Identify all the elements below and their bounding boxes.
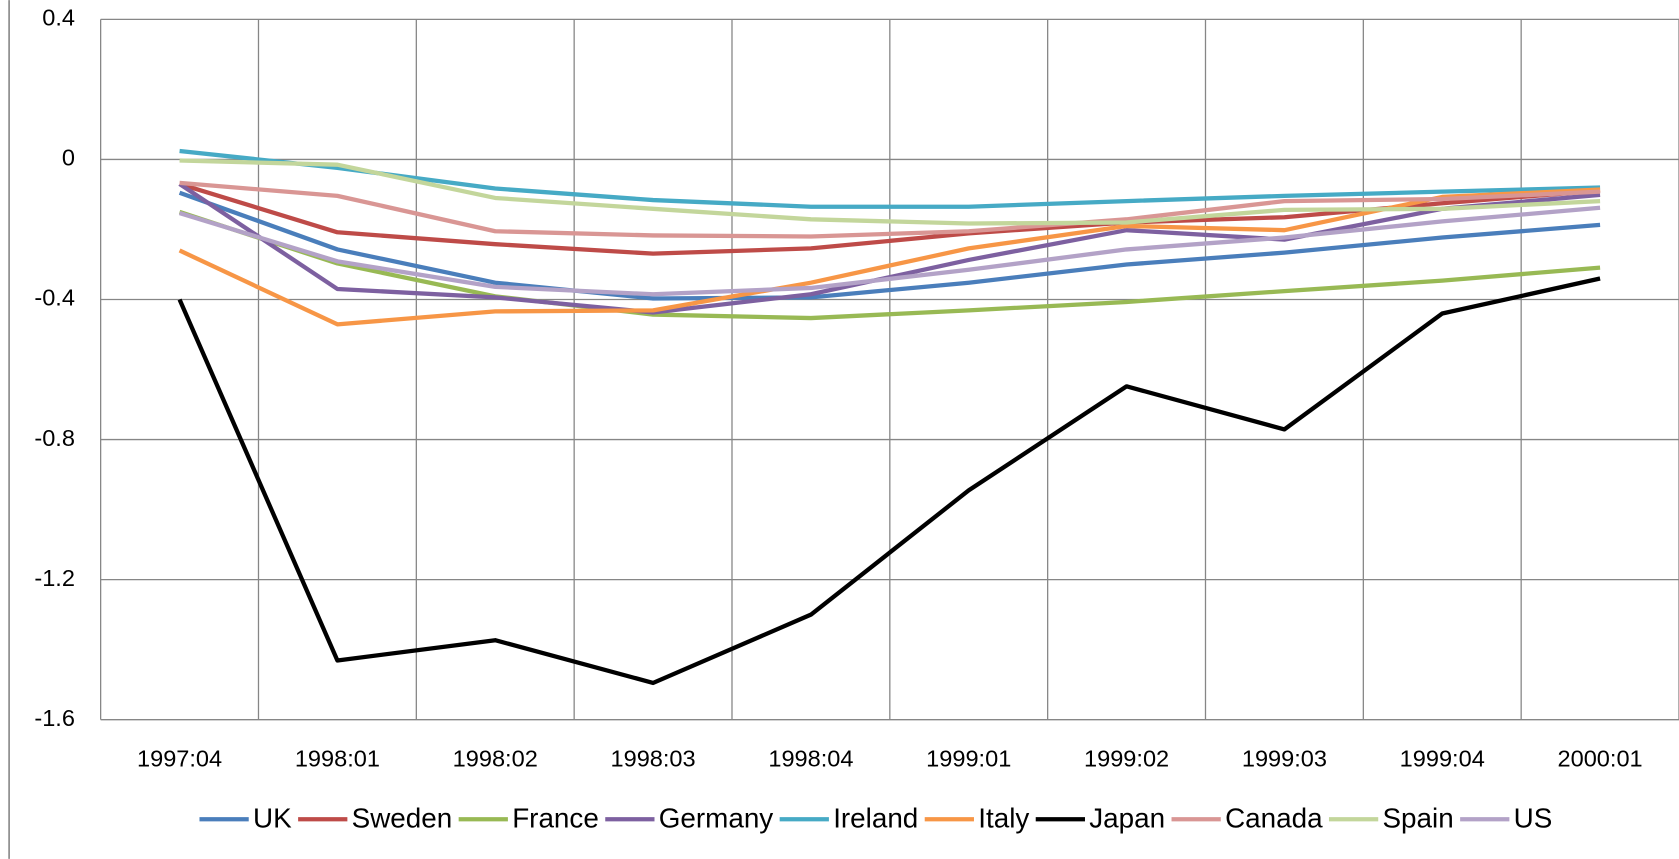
series-line bbox=[178, 205, 1601, 297]
legend-item: Spain bbox=[1328, 803, 1454, 834]
y-tick-label: -1.6 bbox=[34, 705, 75, 731]
legend-label: Spain bbox=[1383, 803, 1454, 834]
series-line bbox=[178, 190, 1601, 301]
legend-label: Japan bbox=[1089, 803, 1165, 834]
legend-item: Italy bbox=[924, 803, 1029, 834]
legend-label: Italy bbox=[978, 803, 1029, 834]
y-tick-label: 0.4 bbox=[42, 5, 75, 31]
legend-item: Ireland bbox=[779, 803, 918, 834]
x-tick-label: 1999:02 bbox=[1084, 746, 1169, 772]
grid: 0.4 0 -0.4 -0.8 -1.2 -1.6 1997:04 1998:01 1998:0… bbox=[34, 5, 1679, 772]
x-tick-label: 1998:04 bbox=[768, 746, 853, 772]
legend-item: Germany bbox=[605, 803, 773, 834]
x-tick-label: 1998:01 bbox=[295, 746, 380, 772]
x-tick-label: 1998:03 bbox=[611, 746, 696, 772]
y-tick-label: -0.4 bbox=[34, 285, 75, 311]
y-tick-label: -1.2 bbox=[34, 565, 75, 591]
series-line bbox=[178, 187, 1601, 327]
x-tick-label: 1998:02 bbox=[453, 746, 538, 772]
y-tick-label: 0 bbox=[62, 145, 75, 171]
legend: UK Sweden France Germany Ireland Italy Japan Ca… bbox=[199, 803, 1552, 834]
series-line bbox=[179, 148, 1601, 209]
x-tick-label: 1999:01 bbox=[926, 746, 1011, 772]
legend-label: Sweden bbox=[352, 803, 453, 834]
x-tick-label: 1997:04 bbox=[137, 746, 222, 772]
legend-item: Canada bbox=[1171, 803, 1323, 834]
legend-label: Germany bbox=[659, 803, 774, 834]
legend-label: Canada bbox=[1225, 803, 1323, 834]
legend-label: UK bbox=[253, 803, 292, 834]
y-tick-label: -0.8 bbox=[34, 425, 75, 451]
legend-label: France bbox=[512, 803, 599, 834]
legend-label: Ireland bbox=[833, 803, 918, 834]
legend-item: Sweden bbox=[298, 803, 452, 834]
plot-lines bbox=[177, 148, 1601, 686]
x-tick-label: 2000:01 bbox=[1558, 746, 1643, 772]
series-line bbox=[177, 276, 1601, 686]
series-line bbox=[178, 209, 1601, 321]
series-line bbox=[179, 180, 1601, 239]
legend-item: US bbox=[1460, 803, 1552, 834]
x-tick-label: 1999:03 bbox=[1242, 746, 1327, 772]
x-tick-label: 1999:04 bbox=[1400, 746, 1485, 772]
legend-item: France bbox=[458, 803, 599, 834]
legend-item: Japan bbox=[1035, 803, 1165, 834]
legend-item: UK bbox=[199, 803, 292, 834]
series-line bbox=[179, 158, 1601, 226]
legend-label: US bbox=[1514, 803, 1553, 834]
